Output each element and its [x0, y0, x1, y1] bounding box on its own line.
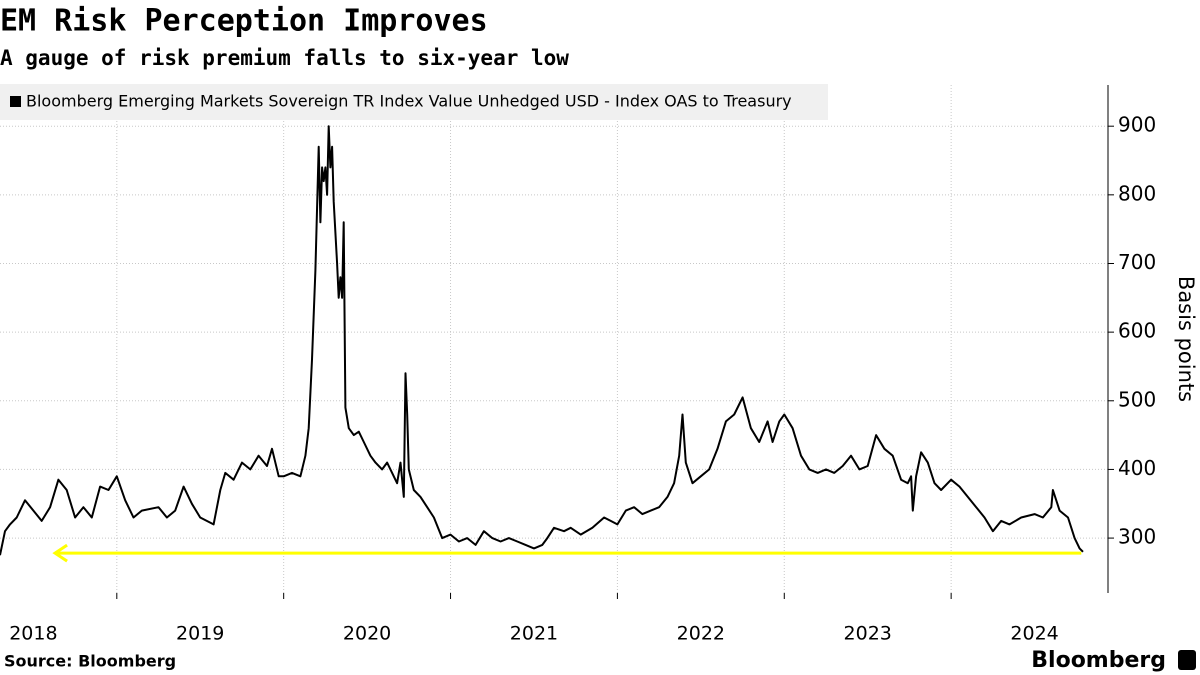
- y-tick-label: 500: [1118, 387, 1156, 411]
- y-tick-label: 700: [1118, 250, 1156, 274]
- legend-box: [0, 84, 828, 120]
- x-tick-label: 2018: [9, 623, 57, 645]
- chart-title: EM Risk Perception Improves: [0, 4, 488, 39]
- x-tick-label: 2022: [677, 623, 725, 645]
- x-tick-label: 2020: [343, 623, 391, 645]
- legend-label: Bloomberg Emerging Markets Sovereign TR …: [26, 92, 792, 111]
- x-tick-label: 2023: [844, 623, 892, 645]
- y-tick-label: 900: [1118, 113, 1156, 137]
- x-tick-label: 2019: [176, 623, 224, 645]
- x-tick-label: 2024: [1010, 623, 1058, 645]
- source: Source: Bloomberg: [4, 652, 176, 671]
- y-tick-label: 300: [1118, 525, 1156, 549]
- brand: Bloomberg: [1031, 648, 1166, 673]
- y-tick-label: 600: [1118, 319, 1156, 343]
- chart-subtitle: A gauge of risk premium falls to six-yea…: [0, 46, 569, 70]
- y-tick-label: 800: [1118, 181, 1156, 205]
- brand-icon: [1178, 650, 1196, 670]
- low-arrow: [52, 543, 1082, 563]
- line-series: [0, 125, 1084, 556]
- x-tick-label: 2021: [510, 623, 558, 645]
- legend-swatch: [10, 96, 21, 107]
- y-axis-label: Basis points: [1174, 276, 1198, 402]
- y-tick-label: 400: [1118, 456, 1156, 480]
